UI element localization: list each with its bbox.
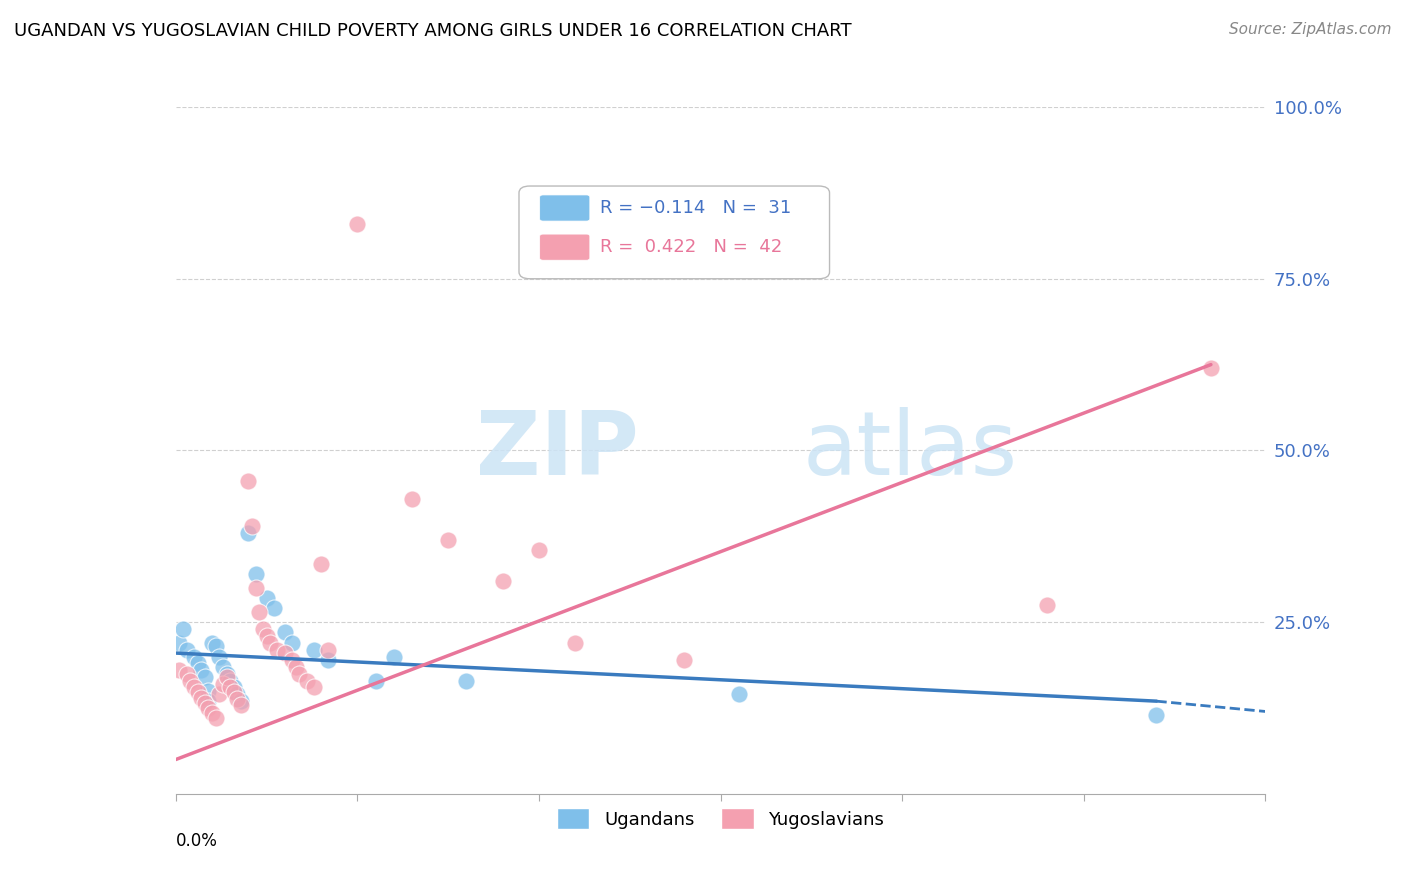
Point bbox=[231, 698, 253, 712]
Point bbox=[183, 681, 205, 695]
Point bbox=[564, 636, 586, 650]
Text: R =  0.422   N =  42: R = 0.422 N = 42 bbox=[599, 238, 782, 256]
Point bbox=[263, 601, 285, 615]
FancyBboxPatch shape bbox=[540, 234, 591, 260]
Point bbox=[252, 622, 274, 636]
Point bbox=[240, 519, 263, 533]
Point bbox=[215, 670, 238, 684]
Point bbox=[194, 696, 217, 710]
Point bbox=[527, 543, 550, 558]
Point bbox=[183, 649, 205, 664]
Point bbox=[226, 692, 249, 706]
Point bbox=[231, 694, 253, 708]
Point bbox=[346, 217, 368, 231]
FancyBboxPatch shape bbox=[540, 195, 591, 221]
Point bbox=[208, 649, 231, 664]
Point bbox=[456, 673, 478, 688]
Point bbox=[222, 681, 245, 695]
Point bbox=[727, 687, 749, 701]
Text: UGANDAN VS YUGOSLAVIAN CHILD POVERTY AMONG GIRLS UNDER 16 CORRELATION CHART: UGANDAN VS YUGOSLAVIAN CHILD POVERTY AMO… bbox=[14, 22, 852, 40]
Point bbox=[401, 491, 423, 506]
Point bbox=[437, 533, 460, 547]
Point bbox=[172, 622, 194, 636]
Point bbox=[215, 666, 238, 681]
Legend: Ugandans, Yugoslavians: Ugandans, Yugoslavians bbox=[550, 801, 891, 837]
Point bbox=[169, 636, 191, 650]
Point bbox=[212, 677, 235, 691]
Point bbox=[1199, 361, 1222, 376]
Point bbox=[204, 639, 226, 653]
Point bbox=[176, 642, 198, 657]
Point bbox=[179, 673, 201, 688]
Point bbox=[245, 567, 267, 582]
Point bbox=[197, 694, 219, 708]
Point bbox=[673, 653, 696, 667]
Point bbox=[274, 625, 297, 640]
Point bbox=[219, 673, 242, 688]
Point bbox=[284, 660, 307, 674]
Point bbox=[492, 574, 515, 588]
Point bbox=[1036, 598, 1059, 612]
Point bbox=[194, 670, 217, 684]
Point bbox=[222, 685, 245, 699]
Point bbox=[259, 636, 281, 650]
Point bbox=[302, 681, 325, 695]
Point bbox=[238, 475, 260, 489]
Point bbox=[364, 673, 387, 688]
Point bbox=[281, 653, 304, 667]
Point bbox=[1146, 707, 1168, 722]
Point bbox=[281, 636, 304, 650]
Point bbox=[212, 660, 235, 674]
Point bbox=[169, 663, 191, 677]
Point bbox=[201, 636, 224, 650]
Point bbox=[302, 642, 325, 657]
Point bbox=[318, 642, 340, 657]
Point bbox=[382, 649, 405, 664]
Point bbox=[245, 581, 267, 595]
Text: Source: ZipAtlas.com: Source: ZipAtlas.com bbox=[1229, 22, 1392, 37]
Point bbox=[190, 690, 212, 705]
Point bbox=[186, 657, 209, 671]
Text: atlas: atlas bbox=[803, 407, 1018, 494]
Point bbox=[256, 629, 278, 643]
Point bbox=[204, 711, 226, 725]
Text: ZIP: ZIP bbox=[477, 407, 638, 494]
Text: R = −0.114   N =  31: R = −0.114 N = 31 bbox=[599, 199, 790, 217]
Point bbox=[295, 673, 318, 688]
Point bbox=[190, 663, 212, 677]
Point bbox=[288, 666, 311, 681]
Point bbox=[219, 681, 242, 695]
FancyBboxPatch shape bbox=[519, 186, 830, 278]
Point bbox=[176, 666, 198, 681]
Point bbox=[201, 706, 224, 720]
Text: 0.0%: 0.0% bbox=[176, 831, 218, 850]
Point bbox=[197, 701, 219, 715]
Point bbox=[274, 646, 297, 660]
Point bbox=[256, 591, 278, 606]
Point bbox=[266, 642, 288, 657]
Point bbox=[309, 557, 332, 571]
Point bbox=[197, 683, 219, 698]
Point bbox=[238, 525, 260, 540]
Point bbox=[186, 685, 209, 699]
Point bbox=[247, 605, 270, 619]
Point bbox=[318, 653, 340, 667]
Point bbox=[208, 687, 231, 701]
Point bbox=[226, 687, 249, 701]
